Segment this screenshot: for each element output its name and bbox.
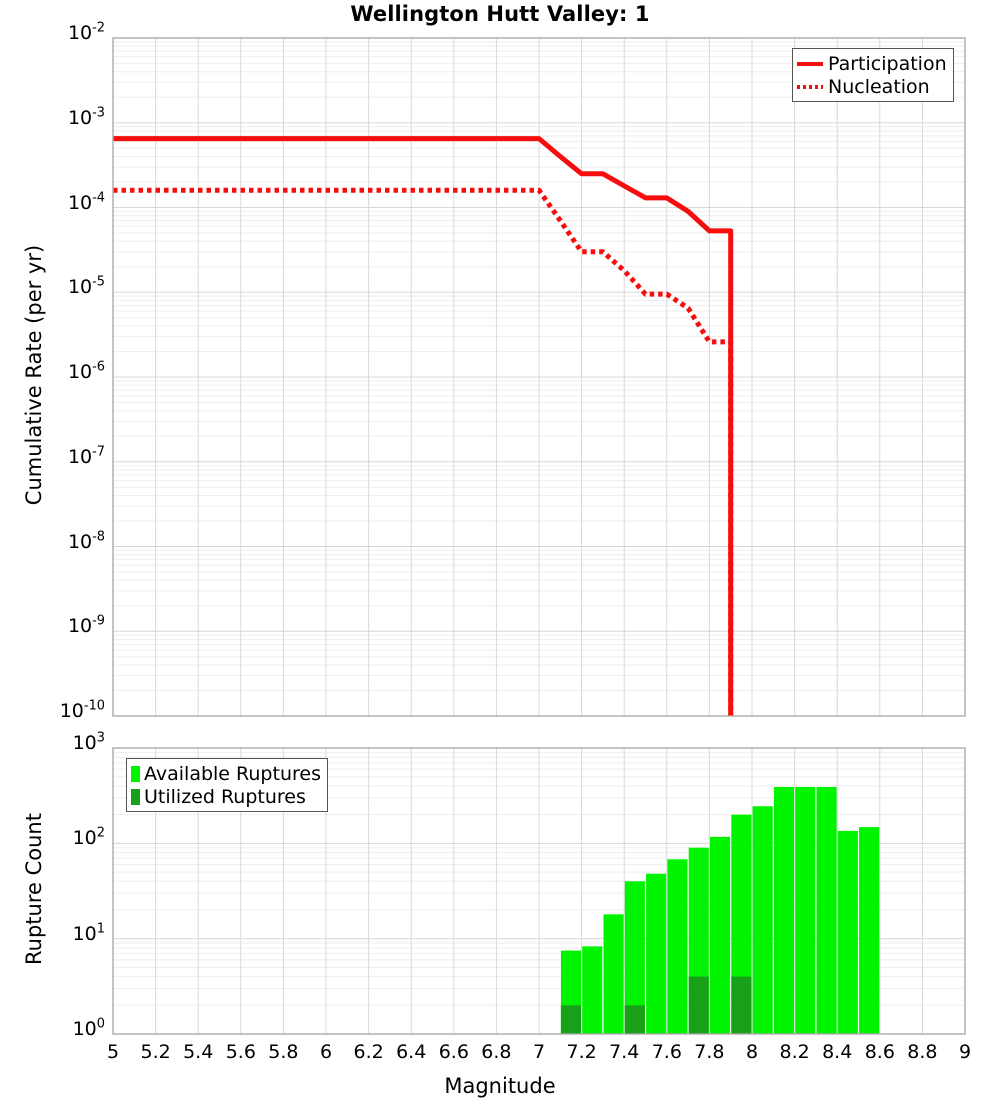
top-y-tick--6: 10-6 (67, 359, 105, 383)
x-tick-5.4: 5.4 (183, 1041, 214, 1063)
bar-utilized (731, 976, 752, 1034)
solid-line-swatch-icon (797, 61, 823, 66)
legend-label: Participation (828, 52, 947, 75)
top-y-tick--5: 10-5 (67, 274, 105, 299)
color-swatch-icon (131, 765, 140, 782)
series-line-participation (113, 136, 734, 716)
bar-available (859, 827, 880, 1034)
bar-utilized (688, 976, 709, 1034)
legend-item-utilized-ruptures[interactable]: Utilized Ruptures (131, 785, 321, 808)
color-swatch-icon (131, 788, 140, 805)
x-axis-label: Magnitude (444, 1074, 556, 1098)
bar-available (624, 881, 645, 1034)
plot-frame (112, 747, 966, 1035)
bottom-y-tick-3: 103 (72, 730, 105, 754)
x-tick-7.8: 7.8 (694, 1041, 725, 1063)
bar-available (667, 859, 688, 1034)
x-tick-7.6: 7.6 (651, 1041, 682, 1063)
x-tick-6.2: 6.2 (353, 1041, 384, 1063)
x-tick-6: 6 (319, 1041, 333, 1063)
bar-utilized (624, 1005, 645, 1034)
bar-available (603, 914, 624, 1034)
bar-available (773, 786, 794, 1034)
bottom-panel-legend: Available Ruptures Utilized Ruptures (126, 758, 328, 812)
top-y-tick--9: 10-9 (67, 613, 105, 638)
bar-utilized (560, 1005, 581, 1034)
bar-available (710, 836, 731, 1034)
x-tick-7.4: 7.4 (609, 1041, 640, 1063)
top-y-tick--8: 10-8 (67, 529, 105, 553)
bar-available (816, 786, 837, 1034)
bottom-y-tick-2: 102 (72, 826, 105, 850)
bar-available (752, 806, 773, 1034)
x-tick-8.2: 8.2 (779, 1041, 810, 1063)
x-tick-6.4: 6.4 (396, 1041, 427, 1063)
x-tick-8.6: 8.6 (864, 1041, 895, 1063)
bottom-bars-group (560, 786, 880, 1034)
series-line-nucleation (113, 187, 734, 716)
x-tick-8.4: 8.4 (822, 1041, 853, 1063)
x-tick-6.6: 6.6 (438, 1041, 469, 1063)
x-tick-9: 9 (958, 1041, 972, 1063)
bar-available (795, 786, 816, 1034)
legend-label: Nucleation (828, 75, 930, 98)
top-panel-legend: Participation Nucleation (792, 48, 954, 102)
bottom-y-tick-1: 101 (72, 921, 105, 945)
top-series-group (113, 136, 734, 716)
bar-available (582, 946, 603, 1034)
legend-item-participation[interactable]: Participation (797, 52, 947, 75)
x-tick-8: 8 (745, 1041, 759, 1063)
x-tick-5.2: 5.2 (140, 1041, 171, 1063)
top-y-tick--7: 10-7 (67, 444, 105, 468)
top-y-tick--3: 10-3 (67, 105, 105, 129)
top-y-tick--4: 10-4 (67, 190, 105, 214)
legend-label: Available Ruptures (144, 762, 321, 785)
plot-frame (112, 37, 966, 717)
x-tick-5.8: 5.8 (268, 1041, 299, 1063)
legend-label: Utilized Ruptures (144, 785, 306, 808)
x-tick-7: 7 (532, 1041, 546, 1063)
bar-available (646, 873, 667, 1034)
x-tick-8.8: 8.8 (907, 1041, 938, 1063)
bar-available (837, 830, 858, 1034)
x-tick-6.8: 6.8 (481, 1041, 512, 1063)
top-y-tick--10: 10-10 (59, 698, 105, 722)
dotted-line-swatch-icon (797, 84, 823, 89)
legend-item-nucleation[interactable]: Nucleation (797, 75, 947, 98)
x-tick-7.2: 7.2 (566, 1041, 597, 1063)
legend-item-available-ruptures[interactable]: Available Ruptures (131, 762, 321, 785)
x-tick-5.6: 5.6 (225, 1041, 256, 1063)
top-y-tick--2: 10-2 (67, 20, 105, 44)
figure-title: Wellington Hutt Valley: 1 (350, 2, 650, 26)
bottom-y-tick-0: 100 (72, 1016, 105, 1040)
x-tick-5: 5 (106, 1041, 120, 1063)
